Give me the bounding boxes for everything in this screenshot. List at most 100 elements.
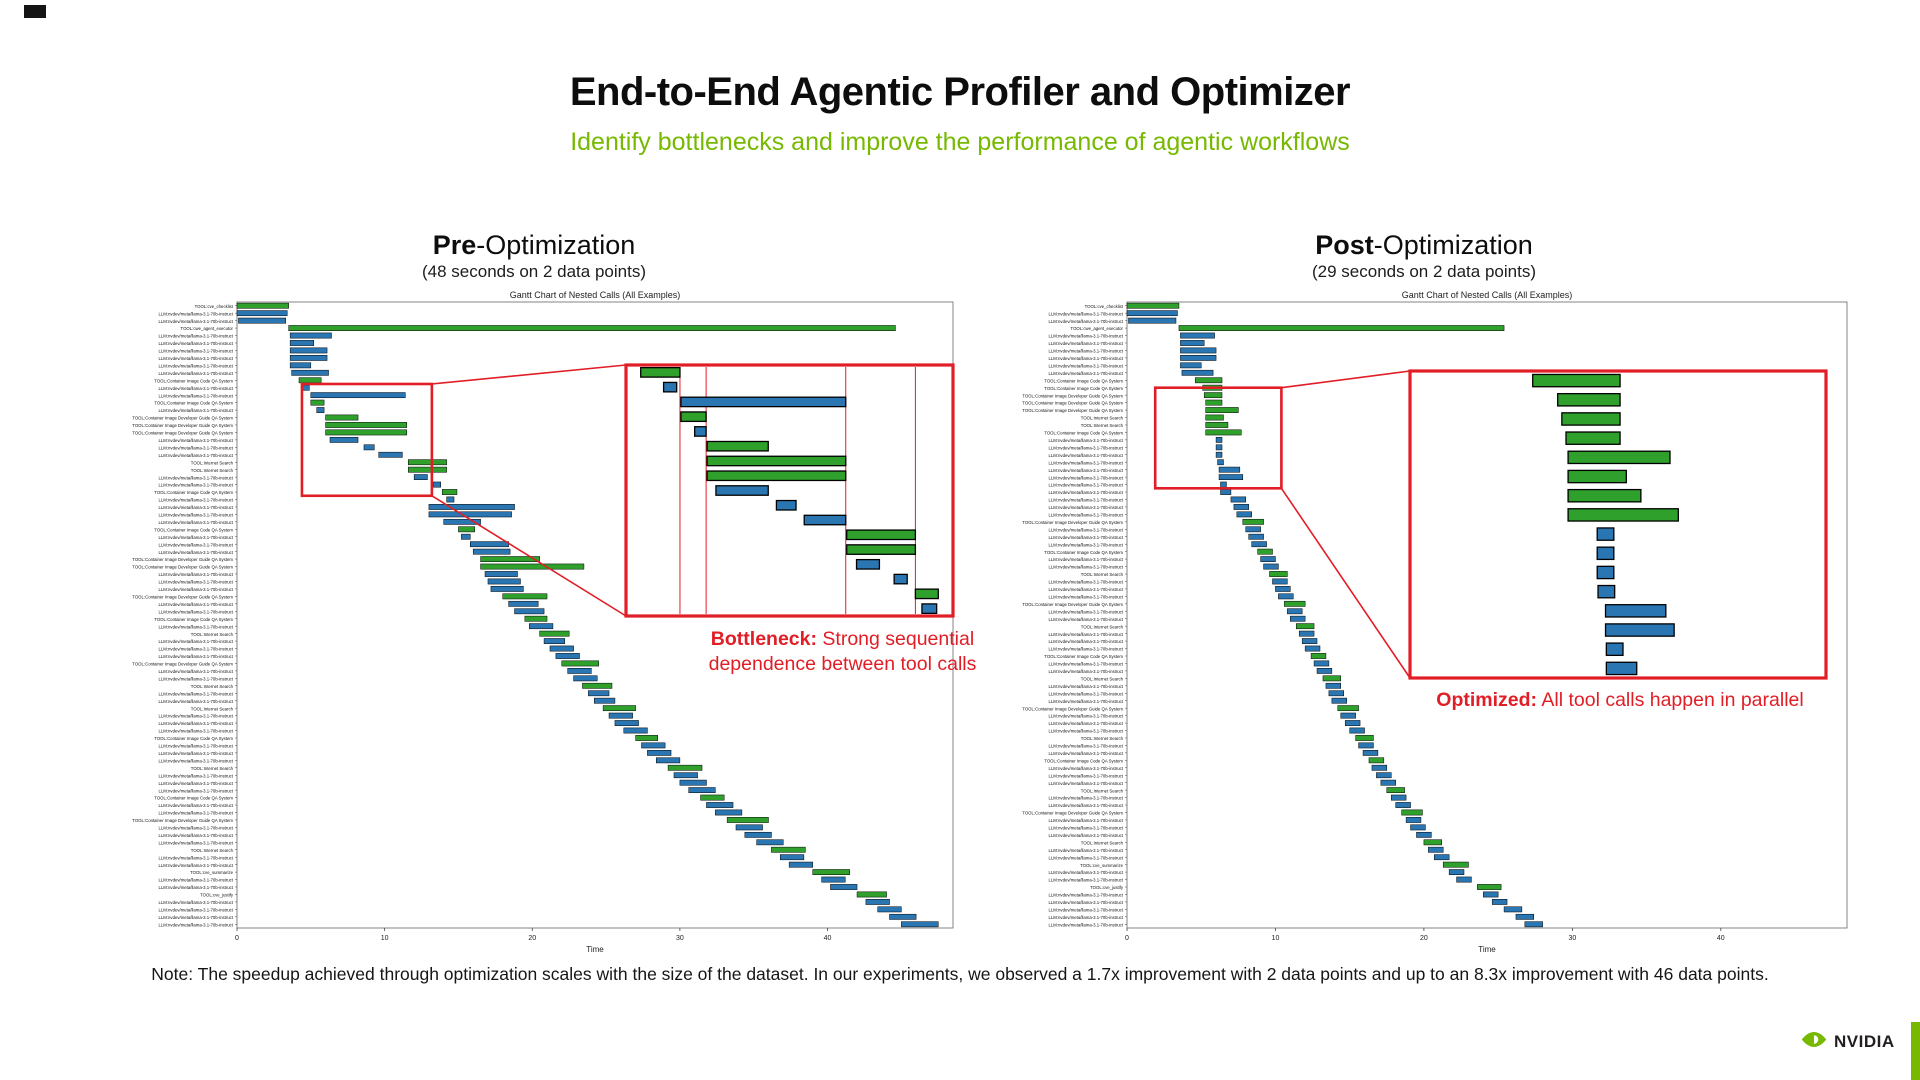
gantt-bar: [1331, 697, 1347, 704]
gantt-bar: [1218, 466, 1241, 473]
gantt-bar: [487, 578, 521, 585]
gantt-bar: [1295, 623, 1315, 630]
gantt-row-label: LLM:nvdev/meta/llama-3.1-70b-instruct: [1048, 445, 1123, 450]
inset-gantt-bar: [1567, 469, 1627, 484]
post-optimization-heading: Post-Optimization (29 seconds on 2 data …: [1174, 230, 1674, 282]
gantt-bar: [433, 481, 441, 488]
gantt-bar: [1362, 749, 1379, 756]
gantt-bar: [441, 489, 458, 495]
gantt-bar: [573, 675, 598, 682]
gantt-row-label: LLM:nvdev/meta/llama-3.1-70b-instruct: [1048, 915, 1123, 920]
gantt-row-label: LLM:nvdev/meta/llama-3.1-70b-instruct: [1048, 699, 1123, 704]
inset-gantt-bar: [680, 396, 847, 408]
gantt-row-label: LLM:nvdev/meta/llama-3.1-70b-instruct: [1048, 513, 1123, 518]
inset-gantt-bar: [694, 426, 707, 437]
gantt-bar: [458, 526, 475, 533]
x-tick-label: 20: [528, 935, 536, 942]
gantt-row-label: TOOL:Internet Search: [191, 684, 234, 689]
gantt-bar: [1284, 600, 1306, 607]
gantt-row-label: LLM:nvdev/meta/llama-3.1-70b-instruct: [158, 513, 233, 518]
gantt-bar: [1337, 705, 1359, 712]
gantt-row-label: LLM:nvdev/meta/llama-3.1-70b-instruct: [1048, 669, 1123, 674]
gantt-row-label: LLM:nvdev/meta/llama-3.1-70b-instruct: [158, 729, 233, 734]
gantt-bar: [1358, 742, 1374, 749]
plot-title: Gantt Chart of Nested Calls (All Example…: [1402, 290, 1573, 300]
gantt-row-label: LLM:nvdev/meta/llama-3.1-70b-instruct: [1048, 662, 1123, 667]
gantt-bar: [472, 548, 511, 555]
page-subtitle: Identify bottlenecks and improve the per…: [570, 128, 1350, 156]
gantt-bar: [1328, 690, 1344, 697]
gantt-row-label: TOOL:cve_summarize: [190, 870, 234, 875]
x-axis-label: Time: [586, 945, 604, 954]
inset-gantt-bar: [715, 485, 769, 496]
gantt-bar: [1215, 436, 1223, 443]
gantt-bar: [1515, 913, 1535, 920]
optimized-annotation-bold: Optimized:: [1436, 689, 1538, 711]
gantt-row-label: LLM:nvdev/meta/llama-3.1-70b-instruct: [1048, 363, 1123, 368]
x-tick-label: 40: [1717, 935, 1725, 942]
gantt-row-label: TOOL:cve_summarize: [1080, 863, 1124, 868]
gantt-bar: [635, 735, 658, 741]
gantt-row-label: TOOL:Internet Search: [1081, 840, 1124, 845]
gantt-bar: [428, 511, 512, 518]
gantt-row-label: LLM:nvdev/meta/llama-3.1-70b-instruct: [158, 826, 233, 831]
gantt-row-label: TOOL:cwe_agent_executor: [1071, 326, 1124, 331]
gantt-row-label: LLM:nvdev/meta/llama-3.1-70b-instruct: [158, 788, 233, 793]
gantt-row-label: TOOL:Container Image Developer Guide QA …: [132, 557, 233, 562]
gantt-row-label: TOOL:Container Image Developer Guide QA …: [132, 423, 233, 428]
gantt-bar: [679, 779, 707, 786]
gantt-bar: [1278, 593, 1294, 600]
gantt-bar: [582, 682, 613, 689]
gantt-row-label: LLM:nvdev/meta/llama-3.1-70b-instruct: [1048, 781, 1123, 786]
gantt-bar: [310, 399, 325, 406]
x-tick-label: 10: [1272, 935, 1280, 942]
gantt-bar: [865, 899, 890, 905]
gantt-bar: [744, 831, 772, 838]
nvidia-wordmark: NVIDIA: [1834, 1032, 1895, 1051]
gantt-row-label: TOOL:Container Image Developer Guide QA …: [132, 594, 233, 599]
gantt-bar: [1313, 660, 1330, 667]
gantt-bar: [706, 802, 734, 808]
gantt-row-label: LLM:nvdev/meta/llama-3.1-70b-instruct: [158, 580, 233, 585]
gantt-row-label: LLM:nvdev/meta/llama-3.1-70b-instruct: [1048, 505, 1123, 510]
gantt-row-label: LLM:nvdev/meta/llama-3.1-70b-instruct: [1048, 587, 1123, 592]
x-tick-label: 30: [1568, 935, 1576, 942]
inset-gantt-bar: [914, 588, 939, 600]
gantt-bar: [1236, 511, 1252, 518]
gantt-row-label: LLM:nvdev/meta/llama-3.1-70b-instruct: [1048, 319, 1123, 324]
gantt-row-label: LLM:nvdev/meta/llama-3.1-70b-instruct: [158, 393, 233, 398]
gantt-bar: [298, 377, 322, 384]
gantt-row-label: TOOL:Container Image Code QA System: [1044, 550, 1123, 555]
gantt-bar: [1434, 854, 1450, 861]
gantt-row-label: LLM:nvdev/meta/llama-3.1-70b-instruct: [1048, 907, 1123, 912]
gantt-bar: [1230, 496, 1247, 503]
gantt-row-label: TOOL:Internet Search: [191, 468, 234, 473]
gantt-row-label: LLM:nvdev/meta/llama-3.1-70b-instruct: [1048, 334, 1123, 339]
gantt-bar: [1260, 556, 1276, 562]
optimized-annotation-text: All tool calls happen in parallel: [1537, 689, 1804, 711]
inset-gantt-bar: [1604, 623, 1675, 637]
gantt-row-label: LLM:nvdev/meta/llama-3.1-70b-instruct: [1048, 527, 1123, 532]
gantt-row-label: LLM:nvdev/meta/llama-3.1-70b-instruct: [1048, 870, 1123, 875]
gantt-row-label: TOOL:Container Image Code QA System: [154, 736, 233, 741]
gantt-row-label: TOOL:Container Image Developer Guide QA …: [132, 818, 233, 823]
gantt-row-label: LLM:nvdev/meta/llama-3.1-70b-instruct: [158, 654, 233, 659]
gantt-bar: [1126, 310, 1178, 317]
pre-optimization-subtitle: (48 seconds on 2 data points): [422, 262, 646, 281]
gantt-bar: [567, 668, 592, 674]
gantt-row-label: TOOL:Container Image Developer Guide QA …: [1022, 520, 1123, 525]
gantt-row-label: LLM:nvdev/meta/llama-3.1-70b-instruct: [1048, 922, 1123, 927]
gantt-row-label: LLM:nvdev/meta/llama-3.1-70b-instruct: [158, 445, 233, 450]
gantt-bars: [1126, 302, 1543, 928]
gantt-bar: [1180, 332, 1215, 339]
gantt-row-label: TOOL:Container Image Code QA System: [1044, 758, 1123, 763]
gantt-bar: [1290, 615, 1306, 622]
gantt-row-label: LLM:nvdev/meta/llama-3.1-70b-instruct: [158, 751, 233, 756]
inset-gantt-bar: [775, 499, 797, 511]
gantt-row-label: LLM:nvdev/meta/llama-3.1-70b-instruct: [158, 900, 233, 905]
gantt-row-label: LLM:nvdev/meta/llama-3.1-70b-instruct: [158, 855, 233, 860]
gantt-bar: [490, 586, 524, 592]
gantt-bar: [238, 317, 286, 324]
gantt-row-label: LLM:nvdev/meta/llama-3.1-70b-instruct: [158, 498, 233, 503]
gantt-row-label: TOOL:cve_checklist: [1085, 304, 1124, 309]
